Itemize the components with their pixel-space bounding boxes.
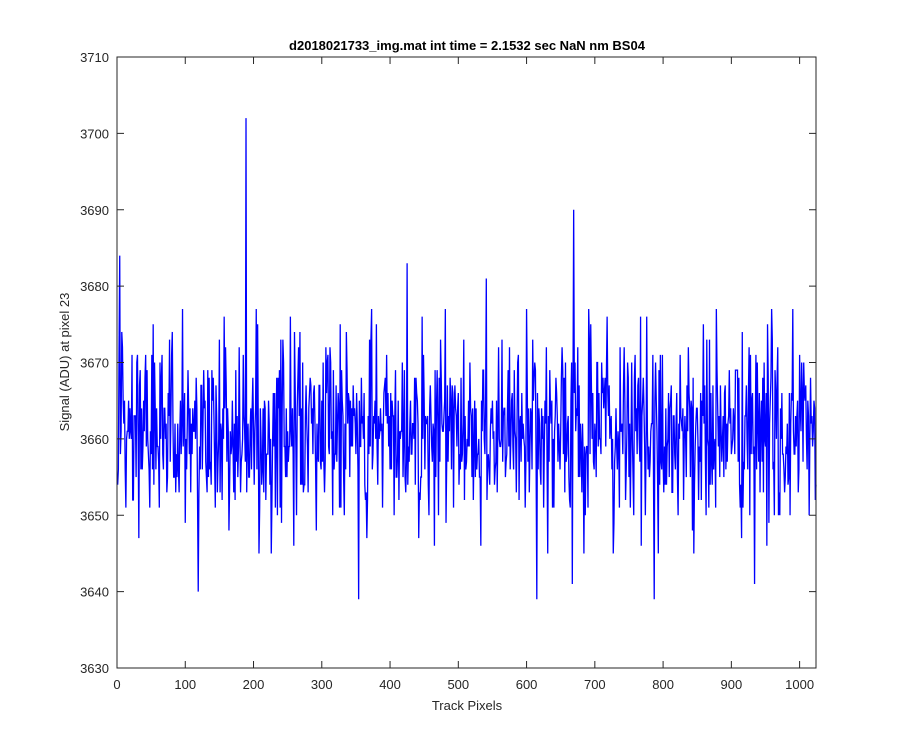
y-tick-label: 3690 [80, 203, 109, 218]
series-line [117, 118, 817, 600]
y-tick-label: 3660 [80, 432, 109, 447]
x-tick-label: 600 [516, 677, 538, 692]
x-tick-label: 800 [652, 677, 674, 692]
x-tick-label: 0 [113, 677, 120, 692]
x-tick-label: 900 [721, 677, 743, 692]
y-tick-label: 3710 [80, 50, 109, 65]
series-group [117, 118, 817, 600]
x-axis-title: Track Pixels [432, 698, 503, 713]
x-axis: 0 100 200 300 400 500 600 700 800 900 1000 [113, 57, 814, 692]
y-tick-label: 3670 [80, 356, 109, 371]
x-tick-label: 300 [311, 677, 333, 692]
x-tick-label: 700 [584, 677, 606, 692]
x-tick-label: 100 [174, 677, 196, 692]
x-tick-label: 1000 [785, 677, 814, 692]
y-tick-label: 3640 [80, 585, 109, 600]
chart-title: d2018021733_img.mat int time = 2.1532 se… [289, 38, 646, 53]
y-axis: 3630 3640 3650 3660 3670 3680 3690 3700 3710 [80, 50, 816, 676]
y-tick-label: 3700 [80, 126, 109, 141]
x-tick-label: 200 [243, 677, 265, 692]
plot-area [117, 57, 816, 668]
x-tick-label: 500 [447, 677, 469, 692]
y-tick-label: 3650 [80, 508, 109, 523]
y-tick-label: 3680 [80, 279, 109, 294]
x-tick-label: 400 [379, 677, 401, 692]
y-axis-title: Signal (ADU) at pixel 23 [57, 293, 72, 432]
y-tick-label: 3630 [80, 661, 109, 676]
